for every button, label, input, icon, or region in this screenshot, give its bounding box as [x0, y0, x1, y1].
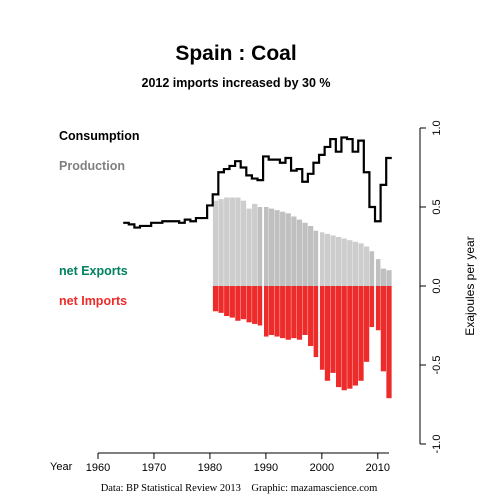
net-imports-bar: [341, 286, 347, 391]
net-imports-bar: [336, 286, 342, 388]
production-bar: [296, 219, 303, 286]
net-imports-bar: [268, 286, 275, 335]
y-tick-label: 0.5: [431, 199, 443, 214]
net-imports-bar: [319, 286, 325, 370]
net-imports-bar: [246, 286, 252, 323]
net-imports-bar: [240, 286, 247, 320]
production-bar: [352, 241, 359, 286]
production-bar: [235, 197, 241, 286]
net-imports-bar: [369, 286, 375, 328]
production-bar: [369, 251, 375, 286]
net-imports-bar: [218, 286, 224, 313]
credit-text: Data: BP Statistical Review 2013 Graphic…: [101, 483, 378, 494]
x-tick-label: 1980: [198, 462, 222, 474]
net-imports-bar: [308, 286, 314, 347]
production-bar: [285, 213, 291, 286]
y-tick-label: -1.0: [431, 435, 443, 454]
production-bar: [263, 207, 269, 286]
x-tick-label: 1960: [86, 462, 110, 474]
production-bar: [336, 237, 342, 286]
net-imports-bar: [224, 286, 230, 317]
production-bar: [280, 211, 286, 286]
production-bar: [302, 222, 308, 286]
net-imports-bar: [363, 286, 370, 362]
y-axis-label: Exajoules per year: [463, 236, 477, 335]
x-tick-label: 2000: [310, 462, 334, 474]
legend-net-imports: net Imports: [59, 294, 127, 308]
legend-consumption: Consumption: [59, 129, 140, 143]
x-axis: 1960 1970 1980 1990 2000 2010: [86, 452, 390, 474]
net-imports-bar: [347, 286, 353, 389]
production-bar: [330, 235, 336, 286]
net-imports-bar: [375, 286, 381, 331]
production-bar: [229, 197, 235, 286]
chart-title: Spain : Coal: [175, 42, 296, 65]
chart-subtitle: 2012 imports increased by 30 %: [142, 76, 331, 90]
x-tick-label: 2010: [366, 462, 390, 474]
net-imports-bar: [358, 286, 364, 381]
production-bar: [308, 225, 314, 286]
production-bar: [324, 233, 331, 286]
production-bar: [313, 230, 319, 286]
production-bar: [319, 232, 325, 286]
net-imports-bar: [330, 286, 336, 373]
net-imports-bar: [352, 286, 359, 386]
y-axis: -1.0 -0.5 0.0 0.5 1.0: [419, 120, 443, 454]
production-bar: [224, 197, 230, 286]
x-axis-label: Year: [50, 461, 73, 473]
x-tick-label: 1990: [254, 462, 278, 474]
production-bar: [268, 208, 275, 286]
production-bar: [252, 203, 258, 286]
production-bar: [246, 208, 252, 286]
production-bar: [291, 216, 297, 286]
net-imports-bar: [324, 286, 331, 381]
net-imports-bar: [380, 286, 387, 372]
x-tick-label: 1970: [142, 462, 166, 474]
net-imports-bar: [257, 286, 263, 326]
net-imports-bar: [229, 286, 235, 318]
production-bar: [375, 259, 381, 286]
production-bar: [212, 200, 219, 286]
y-tick-label: 1.0: [431, 120, 443, 135]
net-imports-bar: [302, 286, 308, 335]
production-bar: [218, 199, 224, 286]
net-imports-bar: [252, 286, 258, 324]
production-bar: [386, 270, 392, 286]
plot-area: [123, 136, 392, 413]
net-imports-bar: [280, 286, 286, 339]
y-tick-label: 0.0: [431, 278, 443, 293]
production-bar: [358, 243, 364, 286]
net-imports-bar: [291, 286, 297, 339]
net-imports-bar: [235, 286, 241, 321]
consumption-line: [123, 136, 392, 229]
production-bar: [363, 246, 370, 286]
y-tick-label: -0.5: [431, 356, 443, 375]
production-bar: [257, 207, 263, 286]
production-bar: [380, 268, 387, 286]
production-bar: [240, 200, 247, 286]
net-imports-bar: [263, 286, 269, 337]
legend-net-exports: net Exports: [59, 264, 128, 278]
net-imports-bar: [212, 286, 219, 312]
net-imports-bar: [274, 286, 280, 337]
net-imports-bar: [285, 286, 291, 340]
net-imports-bar: [296, 286, 303, 340]
legend-production: Production: [59, 159, 125, 173]
net-imports-bar: [386, 286, 392, 399]
production-bar: [341, 238, 347, 286]
production-bar: [274, 210, 280, 286]
net-imports-bar: [313, 286, 319, 358]
production-bar: [347, 240, 353, 286]
